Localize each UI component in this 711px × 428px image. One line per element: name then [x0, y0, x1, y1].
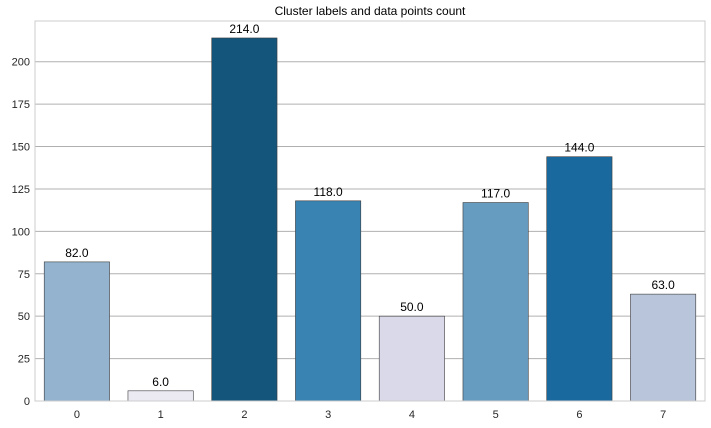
x-tick-label: 6 [576, 409, 582, 421]
x-tick-label: 4 [409, 409, 415, 421]
x-tick-label: 7 [660, 409, 666, 421]
bar-cluster-7 [630, 293, 697, 402]
y-tick-label: 125 [12, 184, 30, 196]
bar-cluster-1 [127, 390, 194, 402]
data-label: 214.0 [229, 22, 259, 36]
x-tick-label: 0 [74, 409, 80, 421]
y-tick-label: 200 [12, 57, 30, 69]
bar-cluster-2 [211, 37, 278, 402]
data-label: 117.0 [481, 187, 510, 201]
data-label: 6.0 [152, 375, 169, 389]
data-label: 118.0 [314, 185, 343, 199]
plot-frame [34, 20, 706, 402]
data-label: 50.0 [400, 300, 424, 314]
y-tick-label: 75 [18, 269, 30, 281]
x-tick-label: 1 [158, 409, 164, 421]
data-label: 144.0 [564, 141, 594, 155]
bar-cluster-0 [43, 261, 110, 402]
bar-cluster-6 [546, 156, 613, 402]
data-label: 82.0 [65, 246, 89, 260]
x-tick-label: 2 [241, 409, 247, 421]
y-tick-label: 50 [18, 311, 30, 323]
chart-title: Cluster labels and data points count [275, 4, 466, 18]
bar-cluster-5 [462, 202, 529, 402]
data-label: 63.0 [651, 278, 675, 292]
y-tick-label: 25 [18, 354, 30, 366]
x-tick-label: 3 [325, 409, 331, 421]
bar-cluster-4 [378, 315, 445, 402]
y-tick-label: 100 [12, 226, 30, 238]
y-tick-label: 150 [12, 142, 30, 154]
x-tick-label: 5 [493, 409, 499, 421]
bar-cluster-3 [295, 200, 362, 402]
y-tick-label: 0 [24, 396, 30, 408]
y-tick-label: 175 [12, 99, 30, 111]
